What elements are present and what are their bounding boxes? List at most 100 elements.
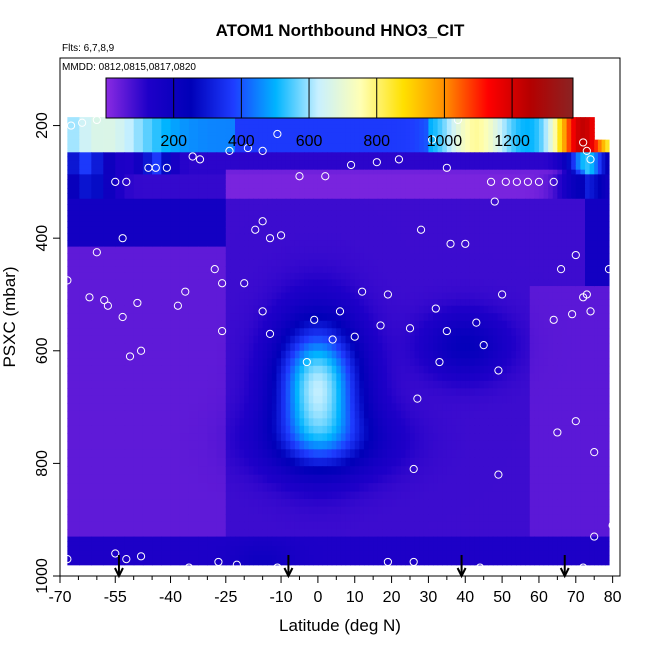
heatmap-cell <box>368 418 374 427</box>
heatmap-cell <box>428 521 434 530</box>
heatmap-cell <box>405 466 411 476</box>
heatmap-cell <box>230 246 236 254</box>
heatmap-cell <box>103 279 116 287</box>
heatmap-cell <box>124 545 135 552</box>
heatmap-cell <box>188 449 199 459</box>
heatmap-cell <box>359 529 365 538</box>
heatmap-cell <box>225 135 231 141</box>
heatmap-cell <box>281 132 287 137</box>
heatmap-cell <box>414 139 420 145</box>
heatmap-cell <box>414 135 420 141</box>
heatmap-cell <box>428 188 434 194</box>
heatmap-cell <box>198 156 208 162</box>
heatmap-cell <box>368 183 374 190</box>
heatmap-cell <box>133 380 144 389</box>
heatmap-cell <box>133 499 144 508</box>
heatmap-cell <box>103 449 116 459</box>
heatmap-cell <box>262 328 268 337</box>
heatmap-cell <box>433 117 439 122</box>
heatmap-cell <box>124 117 135 122</box>
heatmap-cell <box>188 514 199 523</box>
heatmap-cell <box>423 395 430 404</box>
heatmap-cell <box>267 536 273 542</box>
heatmap-cell <box>225 124 231 129</box>
heatmap-cell <box>456 215 462 222</box>
heatmap-cell <box>262 388 268 397</box>
heatmap-cell <box>386 210 393 217</box>
heatmap-cell <box>207 365 218 374</box>
heatmap-cell <box>327 514 333 523</box>
heatmap-cell <box>451 286 457 294</box>
heatmap-cell <box>410 221 416 228</box>
heatmap-cell <box>91 183 104 190</box>
heatmap-cell <box>317 514 324 523</box>
heatmap-cell <box>350 457 356 467</box>
heatmap-cell <box>331 210 337 217</box>
heatmap-cell <box>386 128 393 133</box>
heatmap-cell <box>304 135 310 141</box>
heatmap-cell <box>67 529 80 538</box>
heatmap-cell <box>207 240 218 248</box>
heatmap-cell <box>460 148 466 153</box>
heatmap-cell <box>225 266 231 274</box>
heatmap-cell <box>423 313 430 322</box>
heatmap-cell <box>133 156 144 162</box>
heatmap-cell <box>433 188 439 194</box>
heatmap-cell <box>248 343 255 352</box>
heatmap-cell <box>317 292 324 300</box>
heatmap-cell <box>456 233 462 241</box>
heatmap-cell <box>460 506 466 515</box>
heatmap-cell <box>170 560 181 566</box>
heatmap-cell <box>133 529 144 538</box>
heatmap-cell <box>294 148 301 153</box>
heatmap-cell <box>350 135 356 141</box>
heatmap-cell <box>248 215 255 222</box>
heatmap-cell <box>276 343 282 352</box>
heatmap-cell <box>391 164 397 171</box>
heatmap-cell <box>456 143 462 149</box>
heatmap-cell <box>465 135 471 141</box>
heatmap-cell <box>419 380 425 389</box>
heatmap-cell <box>391 272 397 281</box>
heatmap-cell <box>216 457 227 467</box>
heatmap-cell <box>373 253 379 261</box>
heatmap-cell <box>428 536 434 542</box>
heatmap-cell <box>368 350 374 359</box>
heatmap-cell <box>377 132 383 137</box>
heatmap-cell <box>313 514 319 523</box>
heatmap-cell <box>363 139 370 145</box>
heatmap-cell <box>253 174 259 180</box>
heatmap-cell <box>248 449 255 459</box>
heatmap-cell <box>152 380 162 389</box>
heatmap-cell <box>188 541 199 547</box>
heatmap-cell <box>363 198 370 205</box>
heatmap-cell <box>391 305 397 314</box>
heatmap-cell <box>479 143 485 149</box>
heatmap-cell <box>460 246 466 254</box>
heatmap-cell <box>410 380 416 389</box>
heatmap-cell <box>377 188 383 194</box>
heatmap-cell <box>133 266 144 274</box>
heatmap-cell <box>331 358 337 367</box>
heatmap-cell <box>327 233 333 241</box>
heatmap-cell <box>304 343 310 352</box>
heatmap-cell <box>115 139 126 145</box>
heatmap-cell <box>446 560 453 566</box>
heatmap-cell <box>253 128 259 133</box>
heatmap-cell <box>170 536 181 542</box>
heatmap-cell <box>230 279 236 287</box>
heatmap-cell <box>142 350 153 359</box>
heatmap-cell <box>317 418 324 427</box>
heatmap-cell <box>382 418 388 427</box>
heatmap-cell <box>373 514 379 523</box>
heatmap-cell <box>115 156 126 162</box>
heatmap-cell <box>262 305 268 314</box>
heatmap-cell <box>248 499 255 508</box>
heatmap-cell <box>142 499 153 508</box>
heatmap-cell <box>317 449 324 459</box>
heatmap-cell <box>359 550 365 556</box>
heatmap-cell <box>350 425 356 434</box>
heatmap-cell <box>285 418 291 427</box>
heatmap-cell <box>152 299 162 307</box>
heatmap-cell <box>446 164 453 171</box>
